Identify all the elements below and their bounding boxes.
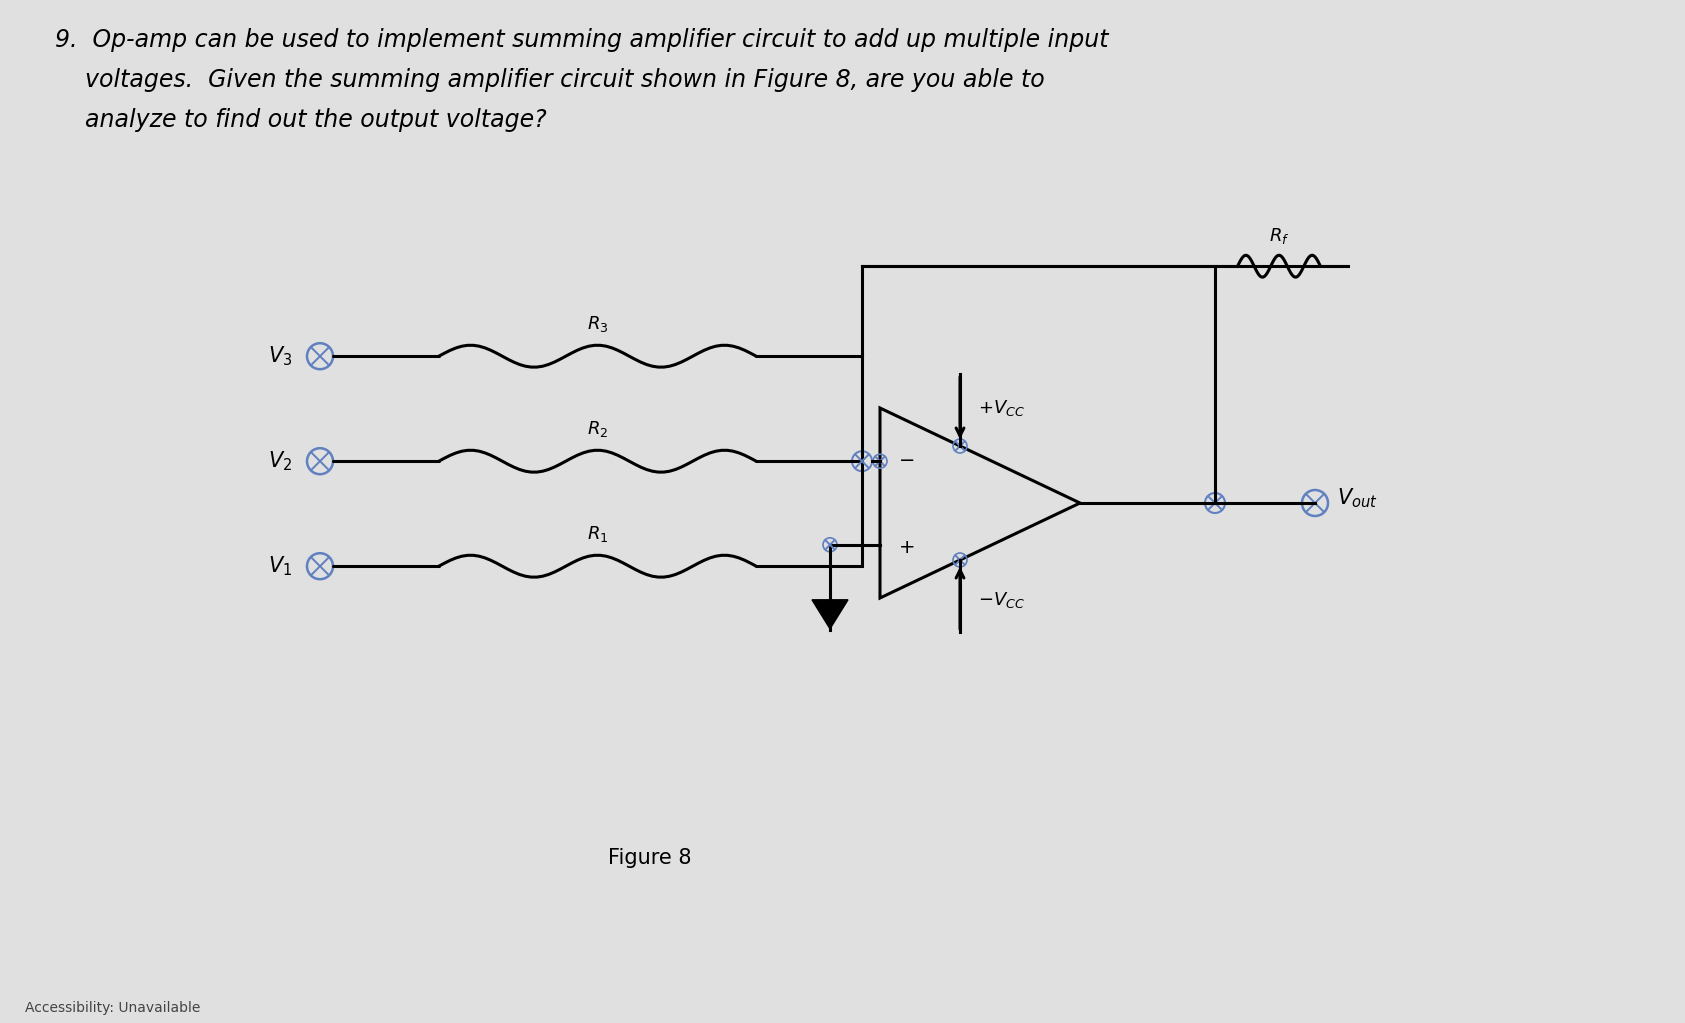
Text: $V_1$: $V_1$: [268, 554, 292, 578]
Text: 9.  Op-amp can be used to implement summing amplifier circuit to add up multiple: 9. Op-amp can be used to implement summi…: [56, 28, 1109, 52]
Text: $V_{out}$: $V_{out}$: [1336, 486, 1378, 509]
Text: $V_2$: $V_2$: [268, 449, 292, 473]
Text: analyze to find out the output voltage?: analyze to find out the output voltage?: [56, 108, 546, 132]
Text: $R_1$: $R_1$: [586, 524, 608, 544]
Text: $R_2$: $R_2$: [586, 419, 608, 439]
Polygon shape: [812, 599, 848, 629]
Text: Figure 8: Figure 8: [608, 848, 693, 868]
Text: $+ V_{CC}$: $+ V_{CC}$: [977, 398, 1024, 418]
Text: voltages.  Given the summing amplifier circuit shown in Figure 8, are you able t: voltages. Given the summing amplifier ci…: [56, 68, 1045, 92]
Text: Accessibility: Unavailable: Accessibility: Unavailable: [25, 1000, 201, 1015]
Text: $-$: $-$: [898, 449, 915, 468]
Text: $R_f$: $R_f$: [1269, 226, 1289, 247]
Text: $V_3$: $V_3$: [268, 345, 292, 368]
Text: $+$: $+$: [898, 538, 915, 558]
Text: $R_3$: $R_3$: [586, 314, 608, 335]
Text: $- V_{CC}$: $- V_{CC}$: [977, 590, 1024, 610]
